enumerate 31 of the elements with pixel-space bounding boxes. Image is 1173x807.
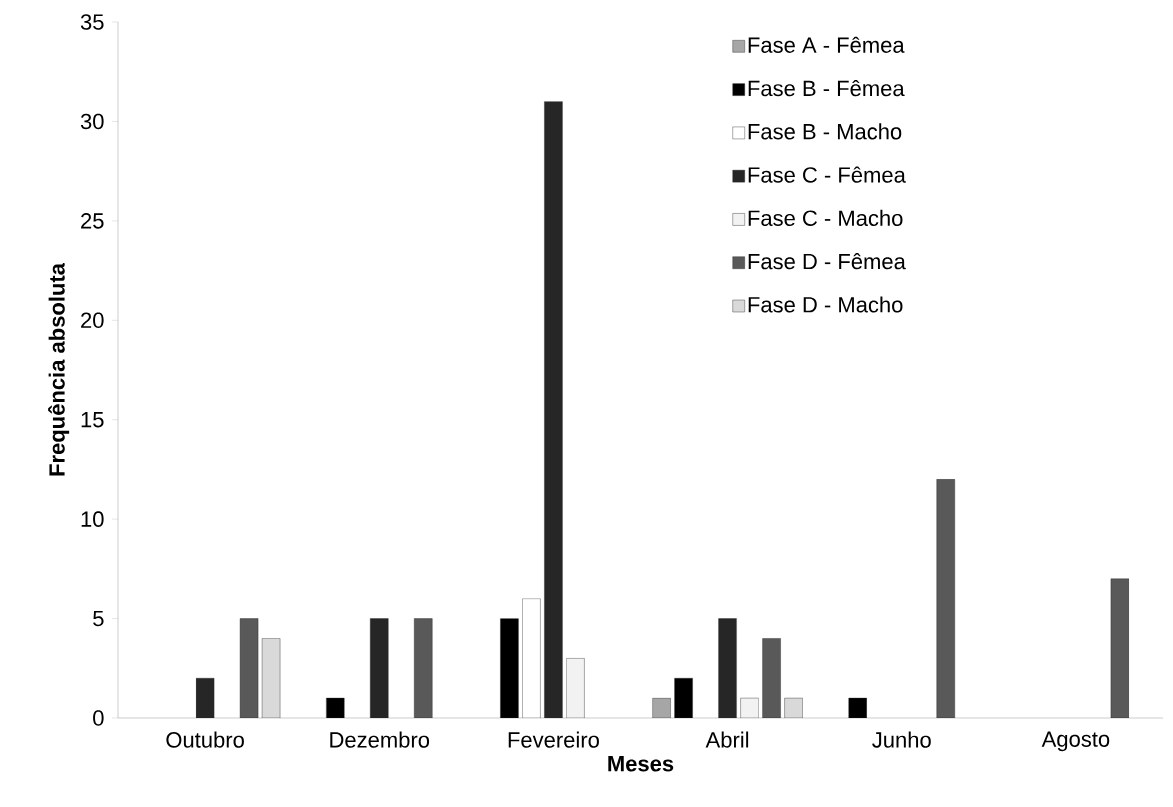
x-axis-title: Meses [608,756,674,772]
bar [500,618,519,718]
y-axis-title: Frequência absoluta [48,262,70,476]
y-tick-label: 30 [80,113,104,130]
bar [936,479,955,718]
x-tick-label: Dezembro [330,731,430,748]
x-tick-label: Fevereiro [508,731,599,748]
bar [762,638,781,718]
bar [414,618,433,718]
y-tick-label: 20 [81,312,104,329]
y-tick-label: 35 [80,14,104,30]
y-tick-label: 25 [81,213,104,229]
x-tick-label: Outubro [166,731,244,748]
y-tick-label: 15 [81,412,104,428]
legend-label: Fase D - Fêmea [748,253,906,270]
x-tick-label: Agosto [1041,731,1110,752]
legend-label: Fase D - Macho [748,296,903,313]
x-tick-label: Junho [872,731,931,748]
bar [740,697,759,718]
y-tick-label: 10 [81,511,104,527]
legend-label: Fase C - Macho [748,209,903,226]
x-tick-label: Abril [705,731,749,748]
legend-label: Fase B - Macho [748,123,902,140]
legend-label: Fase A - Fêmea [748,36,905,53]
bar [566,658,585,718]
legend-label: Fase B - Fêmea [748,79,905,97]
legend-label: Fase C - Fêmea [748,166,906,183]
bar [522,598,541,718]
y-tick-label: 5 [93,610,104,627]
y-tick-label: 0 [93,710,104,726]
bar [674,678,693,718]
